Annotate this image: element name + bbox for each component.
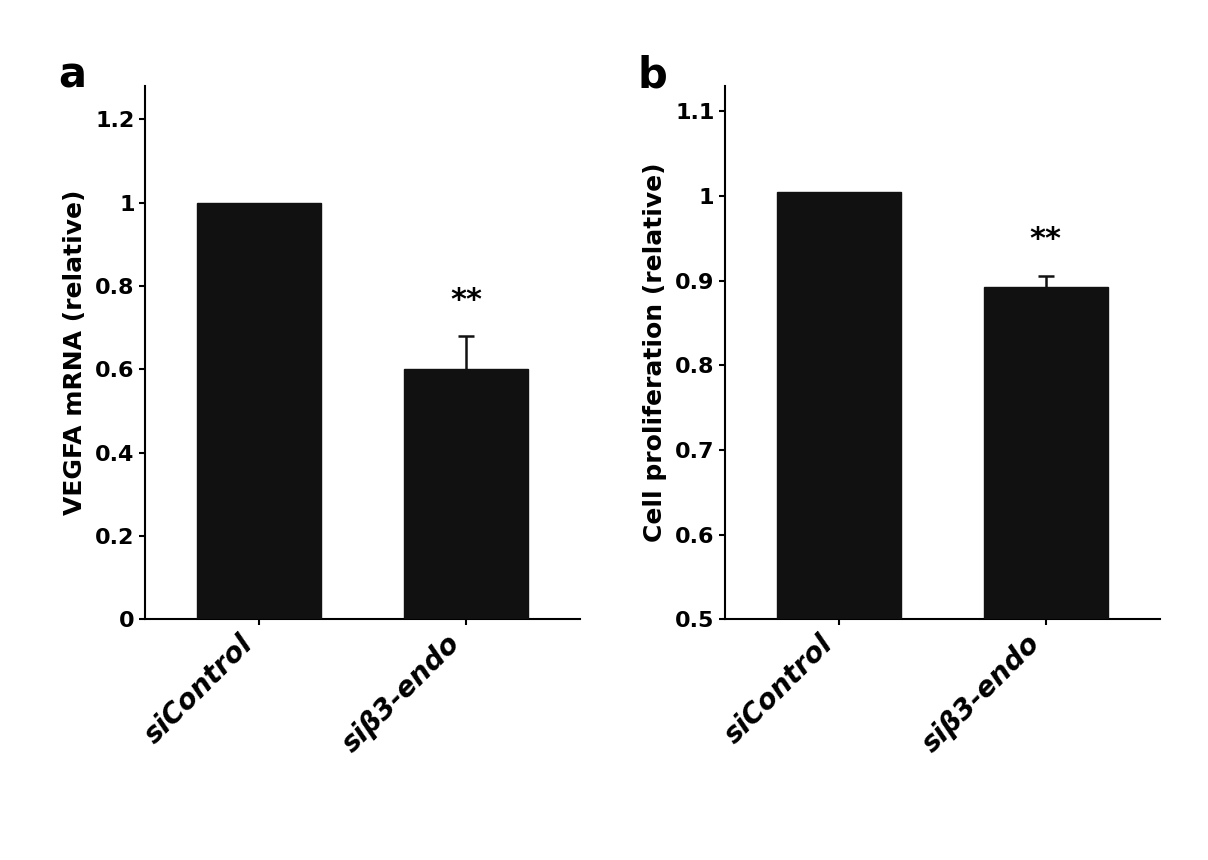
Text: **: ** xyxy=(449,286,482,315)
Text: b: b xyxy=(638,54,668,96)
Y-axis label: Cell proliferation (relative): Cell proliferation (relative) xyxy=(643,163,667,543)
Text: **: ** xyxy=(1029,225,1062,255)
Y-axis label: VEGFA mRNA (relative): VEGFA mRNA (relative) xyxy=(63,190,87,515)
Bar xyxy=(983,286,1108,619)
Text: a: a xyxy=(58,54,86,96)
Bar xyxy=(777,192,901,619)
Bar xyxy=(197,203,321,619)
Bar xyxy=(403,369,528,619)
